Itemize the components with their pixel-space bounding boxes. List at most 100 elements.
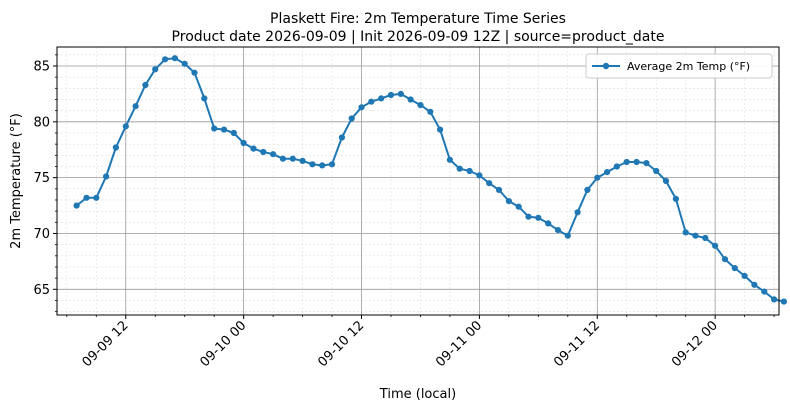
data-point [702, 234, 709, 242]
major-grid [57, 47, 779, 315]
data-point [574, 209, 581, 216]
data-point [535, 214, 542, 221]
series-line [75, 57, 785, 303]
data-point [466, 167, 473, 175]
data-point [378, 95, 385, 102]
data-point [633, 158, 640, 166]
data-point [348, 115, 355, 122]
x-tick-label: 09-10 00 [198, 318, 250, 370]
x-axis-label: Time (local) [379, 387, 456, 402]
data-point [407, 96, 414, 103]
data-point [211, 125, 218, 132]
data-point [437, 126, 444, 133]
data-point [545, 220, 552, 227]
data-point [554, 227, 562, 234]
data-point [761, 288, 768, 295]
data-point [741, 272, 748, 279]
series-layer [73, 55, 788, 305]
data-point [279, 155, 286, 162]
data-point [604, 169, 611, 176]
data-point [613, 163, 621, 170]
data-point [476, 172, 483, 179]
data-point [73, 202, 80, 209]
x-tick-label: 09-11 00 [433, 318, 485, 370]
data-point [171, 55, 178, 62]
data-point [201, 95, 208, 102]
data-point [240, 139, 247, 147]
chart-title-line1: Plaskett Fire: 2m Temperature Time Serie… [270, 11, 566, 27]
data-point [505, 198, 512, 205]
data-point [103, 173, 110, 180]
data-point [771, 296, 778, 303]
data-point [162, 56, 169, 63]
data-point [181, 60, 188, 67]
x-tick-label: 09-12 00 [669, 318, 721, 370]
data-point [653, 167, 660, 175]
data-point [417, 102, 424, 109]
data-point [260, 148, 267, 156]
x-tick-label: 09-10 12 [315, 318, 367, 370]
data-point [358, 104, 365, 111]
data-point [446, 156, 453, 163]
legend: Average 2m Temp (°F) [585, 53, 773, 79]
data-point [319, 162, 326, 169]
minor-grid [57, 47, 779, 315]
data-point [270, 151, 277, 158]
data-point [191, 69, 198, 76]
data-point [142, 81, 149, 89]
data-point [112, 144, 119, 151]
data-point [289, 155, 296, 162]
data-point [427, 108, 434, 115]
data-point [387, 91, 395, 99]
data-point [122, 123, 129, 130]
data-point [751, 281, 758, 288]
data-point [643, 160, 650, 167]
data-point [712, 242, 719, 249]
data-point [338, 134, 345, 141]
data-point [368, 98, 375, 105]
data-point [731, 265, 738, 272]
data-point [495, 186, 503, 193]
data-point [83, 194, 90, 201]
data-point [525, 213, 532, 220]
y-tick-label: 85 [33, 59, 50, 74]
data-point [132, 103, 139, 110]
y-tick-label: 70 [33, 227, 50, 242]
data-point [328, 161, 336, 168]
y-tick-label: 75 [33, 171, 50, 186]
data-point [682, 229, 689, 236]
data-point [486, 180, 493, 187]
data-point [93, 194, 100, 201]
data-point [397, 90, 404, 97]
data-point [230, 129, 237, 137]
data-point [584, 186, 591, 193]
data-point [623, 158, 630, 166]
data-point [662, 177, 670, 185]
legend-label: Average 2m Temp (°F) [627, 60, 750, 73]
legend-marker-swatch [602, 62, 610, 70]
plot-frame [56, 46, 780, 316]
data-point [564, 232, 571, 239]
data-point [152, 66, 159, 73]
data-point [594, 174, 601, 181]
x-axis: 09-09 12 09-10 00 09-10 12 09-11 00 09-11 12… [66, 315, 775, 370]
x-tick-label: 09-09 12 [80, 318, 132, 370]
legend-box [585, 53, 773, 79]
chart-title-line2: Product date 2026-09-09 | Init 2026-09-0… [172, 29, 665, 45]
data-point [456, 165, 463, 172]
data-point [299, 157, 306, 164]
y-axis: 65 70 75 80 85 [33, 54, 57, 313]
data-point [692, 232, 699, 239]
data-point [250, 145, 257, 152]
y-tick-label: 80 [33, 115, 50, 130]
data-point [515, 203, 522, 210]
data-point [721, 256, 729, 263]
data-point [780, 298, 788, 305]
data-point [309, 161, 316, 168]
y-tick-label: 65 [33, 283, 50, 298]
data-point [672, 195, 680, 202]
x-tick-label: 09-11 12 [551, 318, 603, 370]
y-axis-label: 2m Temperature (°F) [9, 113, 24, 249]
data-point [220, 126, 228, 133]
